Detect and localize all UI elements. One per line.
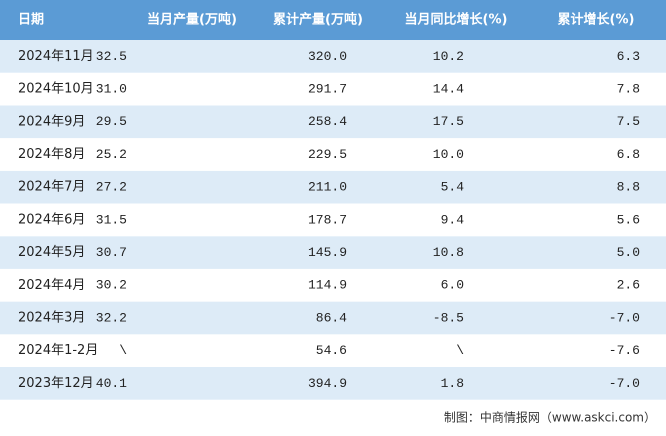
date-cell: 2024年4月: [18, 278, 85, 293]
date-cell: 2024年3月: [18, 310, 85, 325]
value-cell: 32.5: [96, 49, 127, 64]
row-background: [0, 203, 666, 237]
header-cell: 当月同比增长(%): [405, 12, 508, 28]
header-cell: 日期: [18, 13, 44, 28]
value-cell: 17.5: [433, 114, 464, 129]
value-cell: \: [119, 343, 127, 358]
date-cell: 2024年7月: [18, 180, 85, 195]
header-background: [0, 0, 666, 40]
header-cell: 当月产量(万吨): [147, 12, 237, 28]
value-cell: 5.0: [617, 245, 640, 260]
value-cell: 394.9: [308, 376, 347, 391]
value-cell: 40.1: [96, 376, 127, 391]
value-cell: 30.7: [96, 245, 127, 260]
header-cell: 累计产量(万吨): [273, 12, 363, 28]
value-cell: 86.4: [316, 310, 347, 325]
value-cell: 10.8: [433, 245, 464, 260]
value-cell: 27.2: [96, 180, 127, 195]
value-cell: 145.9: [308, 245, 347, 260]
row-background: [0, 236, 666, 269]
row-background: [0, 301, 666, 335]
date-cell: 2024年8月: [18, 147, 85, 162]
value-cell: 30.2: [96, 278, 127, 293]
row-background: [0, 105, 666, 139]
date-cell: 2024年1-2月: [18, 343, 98, 358]
value-cell: -7.6: [609, 343, 640, 358]
value-cell: \: [456, 343, 464, 358]
value-cell: -7.0: [609, 310, 640, 325]
value-cell: 32.2: [96, 310, 127, 325]
value-cell: 258.4: [308, 114, 347, 129]
value-cell: 2.6: [617, 278, 640, 293]
date-cell: 2023年12月: [18, 376, 94, 391]
row-background: [0, 170, 666, 204]
value-cell: 178.7: [308, 212, 347, 227]
value-cell: 14.4: [433, 81, 464, 96]
value-cell: 6.3: [617, 49, 640, 64]
value-cell: 6.8: [617, 147, 640, 162]
date-cell: 2024年11月: [18, 49, 94, 64]
date-cell: 2024年5月: [18, 245, 85, 260]
value-cell: -8.5: [433, 310, 464, 325]
value-cell: 29.5: [96, 114, 127, 129]
value-cell: 5.6: [617, 212, 640, 227]
value-cell: 5.4: [441, 180, 465, 195]
value-cell: 114.9: [308, 278, 347, 293]
value-cell: 8.8: [617, 180, 640, 195]
date-cell: 2024年10月: [18, 82, 94, 97]
row-background: [0, 72, 666, 106]
value-cell: 10.2: [433, 49, 464, 64]
date-cell: 2024年6月: [18, 212, 85, 227]
value-cell: 9.4: [441, 212, 465, 227]
value-cell: 31.5: [96, 212, 127, 227]
date-cell: 2024年9月: [18, 114, 85, 129]
value-cell: 1.8: [441, 376, 464, 391]
row-background: [0, 367, 666, 400]
value-cell: 6.0: [441, 278, 464, 293]
value-cell: 320.0: [308, 49, 347, 64]
value-cell: 10.0: [433, 147, 464, 162]
value-cell: 291.7: [308, 81, 347, 96]
value-cell: 31.0: [96, 81, 127, 96]
value-cell: 54.6: [316, 343, 347, 358]
value-cell: 211.0: [308, 180, 347, 195]
row-background: [0, 334, 666, 367]
value-cell: 7.8: [617, 81, 640, 96]
header-cell: 累计增长(%): [558, 12, 635, 28]
value-cell: -7.0: [609, 376, 640, 391]
value-cell: 25.2: [96, 147, 127, 162]
footer-credit: 制图：中商情报网（www.askci.com）: [444, 410, 656, 425]
row-background: [0, 268, 666, 302]
value-cell: 229.5: [308, 147, 347, 162]
value-cell: 7.5: [617, 114, 640, 129]
row-background: [0, 138, 666, 171]
row-background: [0, 40, 666, 73]
